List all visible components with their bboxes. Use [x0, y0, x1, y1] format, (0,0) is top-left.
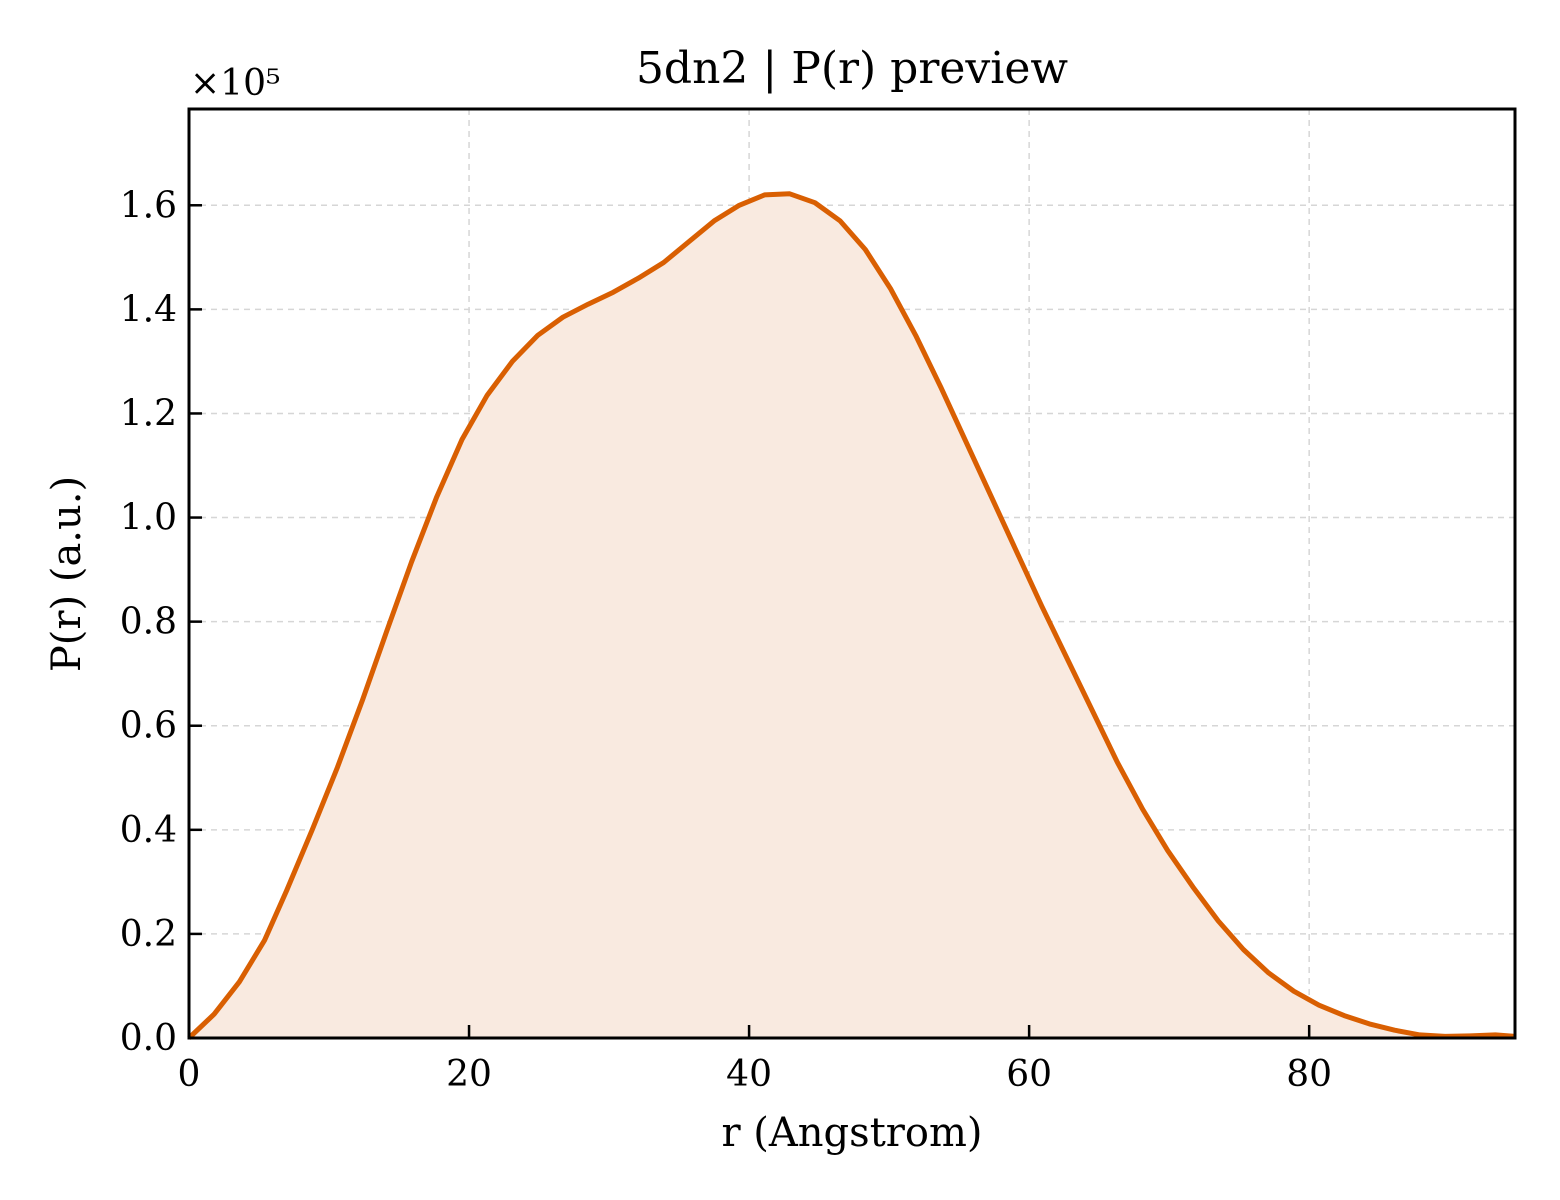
y-tick-label: 1.0	[120, 498, 177, 539]
y-tick-label: 0.0	[120, 1018, 177, 1059]
y-tick-label: 0.8	[120, 602, 177, 643]
x-axis-label: r (Angstrom)	[721, 1110, 982, 1156]
chart-title: 5dn2 | P(r) preview	[636, 43, 1068, 94]
y-tick-label: 0.2	[120, 914, 177, 955]
x-tick-label: 60	[1006, 1054, 1052, 1095]
y-tick-label: 1.2	[120, 393, 177, 434]
y-axis-label: P(r) (a.u.)	[44, 476, 90, 672]
pr-area-fill	[189, 193, 1515, 1039]
y-tick-label: 1.4	[120, 289, 177, 330]
y-multiplier-label: ×10⁵	[190, 63, 280, 104]
y-tick-label: 0.4	[120, 810, 177, 851]
x-tick-label: 80	[1286, 1054, 1332, 1095]
pr-curve-line	[187, 191, 1516, 1040]
x-tick-label: 0	[178, 1054, 201, 1095]
axis-ticks: 0 20 40 60 80 0.0 0.2 0.4 0.6 0.8 1.0 1.2 1.4 1.6	[120, 185, 1332, 1095]
plot-frame	[187, 107, 1517, 1040]
y-tick-label: 1.6	[120, 185, 177, 226]
x-tick-label: 40	[726, 1054, 772, 1095]
y-tick-label: 0.6	[120, 706, 177, 747]
x-tick-label: 20	[446, 1054, 492, 1095]
data-series	[187, 191, 1516, 1040]
